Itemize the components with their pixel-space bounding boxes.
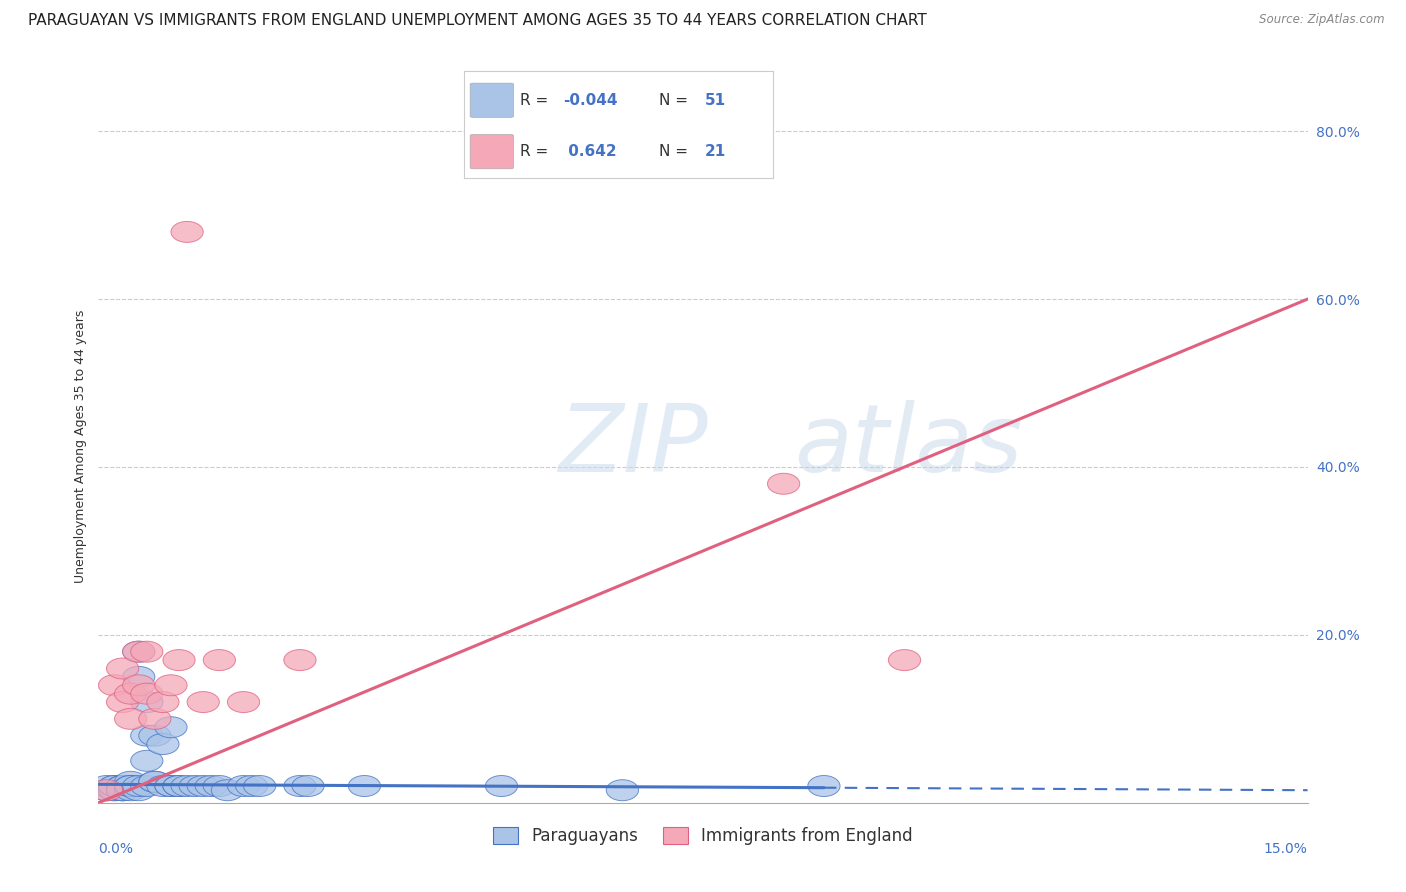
Ellipse shape bbox=[107, 775, 139, 797]
Text: N =: N = bbox=[659, 145, 688, 159]
Text: R =: R = bbox=[520, 93, 548, 108]
Y-axis label: Unemployment Among Ages 35 to 44 years: Unemployment Among Ages 35 to 44 years bbox=[75, 310, 87, 582]
Ellipse shape bbox=[349, 775, 381, 797]
Ellipse shape bbox=[90, 780, 122, 801]
Ellipse shape bbox=[114, 780, 146, 801]
Ellipse shape bbox=[107, 780, 139, 801]
Ellipse shape bbox=[98, 780, 131, 801]
Ellipse shape bbox=[284, 649, 316, 671]
Ellipse shape bbox=[235, 775, 267, 797]
Ellipse shape bbox=[228, 691, 260, 713]
Ellipse shape bbox=[155, 775, 187, 797]
Ellipse shape bbox=[98, 780, 131, 801]
Text: -0.044: -0.044 bbox=[562, 93, 617, 108]
Ellipse shape bbox=[122, 641, 155, 662]
Ellipse shape bbox=[155, 775, 187, 797]
Ellipse shape bbox=[485, 775, 517, 797]
Ellipse shape bbox=[211, 780, 243, 801]
Ellipse shape bbox=[122, 641, 155, 662]
Ellipse shape bbox=[122, 674, 155, 696]
Text: ZIP: ZIP bbox=[558, 401, 707, 491]
Ellipse shape bbox=[90, 780, 122, 801]
Ellipse shape bbox=[114, 683, 146, 704]
Ellipse shape bbox=[114, 775, 146, 797]
Ellipse shape bbox=[139, 772, 172, 792]
Text: atlas: atlas bbox=[793, 401, 1022, 491]
Ellipse shape bbox=[139, 708, 172, 730]
Ellipse shape bbox=[107, 691, 139, 713]
Text: 0.642: 0.642 bbox=[562, 145, 617, 159]
Ellipse shape bbox=[146, 733, 179, 755]
Ellipse shape bbox=[114, 775, 146, 797]
Ellipse shape bbox=[163, 775, 195, 797]
Ellipse shape bbox=[98, 775, 131, 797]
Ellipse shape bbox=[131, 775, 163, 797]
FancyBboxPatch shape bbox=[470, 135, 513, 169]
Ellipse shape bbox=[131, 683, 163, 704]
Ellipse shape bbox=[90, 775, 122, 797]
Ellipse shape bbox=[204, 775, 235, 797]
Ellipse shape bbox=[163, 775, 195, 797]
Text: PARAGUAYAN VS IMMIGRANTS FROM ENGLAND UNEMPLOYMENT AMONG AGES 35 TO 44 YEARS COR: PARAGUAYAN VS IMMIGRANTS FROM ENGLAND UN… bbox=[28, 13, 927, 29]
Ellipse shape bbox=[228, 775, 260, 797]
Ellipse shape bbox=[155, 674, 187, 696]
Ellipse shape bbox=[107, 780, 139, 801]
Ellipse shape bbox=[122, 780, 155, 801]
Ellipse shape bbox=[146, 775, 179, 797]
Legend: Paraguayans, Immigrants from England: Paraguayans, Immigrants from England bbox=[486, 820, 920, 852]
Ellipse shape bbox=[90, 780, 122, 801]
Ellipse shape bbox=[139, 725, 172, 746]
Ellipse shape bbox=[114, 775, 146, 797]
Ellipse shape bbox=[889, 649, 921, 671]
Ellipse shape bbox=[131, 691, 163, 713]
Ellipse shape bbox=[107, 658, 139, 679]
Ellipse shape bbox=[195, 775, 228, 797]
Ellipse shape bbox=[107, 775, 139, 797]
Ellipse shape bbox=[131, 725, 163, 746]
Ellipse shape bbox=[243, 775, 276, 797]
Text: N =: N = bbox=[659, 93, 688, 108]
Ellipse shape bbox=[131, 641, 163, 662]
Ellipse shape bbox=[155, 717, 187, 738]
Ellipse shape bbox=[606, 780, 638, 801]
Ellipse shape bbox=[163, 649, 195, 671]
Ellipse shape bbox=[107, 775, 139, 797]
Ellipse shape bbox=[122, 775, 155, 797]
Text: 15.0%: 15.0% bbox=[1264, 842, 1308, 855]
Ellipse shape bbox=[204, 649, 235, 671]
Ellipse shape bbox=[107, 780, 139, 801]
Ellipse shape bbox=[98, 775, 131, 797]
Ellipse shape bbox=[808, 775, 839, 797]
Ellipse shape bbox=[768, 474, 800, 494]
Ellipse shape bbox=[98, 674, 131, 696]
Text: Source: ZipAtlas.com: Source: ZipAtlas.com bbox=[1260, 13, 1385, 27]
Ellipse shape bbox=[114, 772, 146, 792]
Ellipse shape bbox=[187, 691, 219, 713]
Text: 21: 21 bbox=[706, 145, 727, 159]
Ellipse shape bbox=[114, 708, 146, 730]
Ellipse shape bbox=[284, 775, 316, 797]
Ellipse shape bbox=[146, 691, 179, 713]
Text: 51: 51 bbox=[706, 93, 727, 108]
Ellipse shape bbox=[131, 750, 163, 772]
Ellipse shape bbox=[179, 775, 211, 797]
Ellipse shape bbox=[187, 775, 219, 797]
Text: 0.0%: 0.0% bbox=[98, 842, 134, 855]
Ellipse shape bbox=[172, 221, 204, 243]
Ellipse shape bbox=[292, 775, 325, 797]
Ellipse shape bbox=[139, 772, 172, 792]
Ellipse shape bbox=[122, 666, 155, 688]
FancyBboxPatch shape bbox=[470, 83, 513, 118]
Text: R =: R = bbox=[520, 145, 548, 159]
Ellipse shape bbox=[172, 775, 204, 797]
